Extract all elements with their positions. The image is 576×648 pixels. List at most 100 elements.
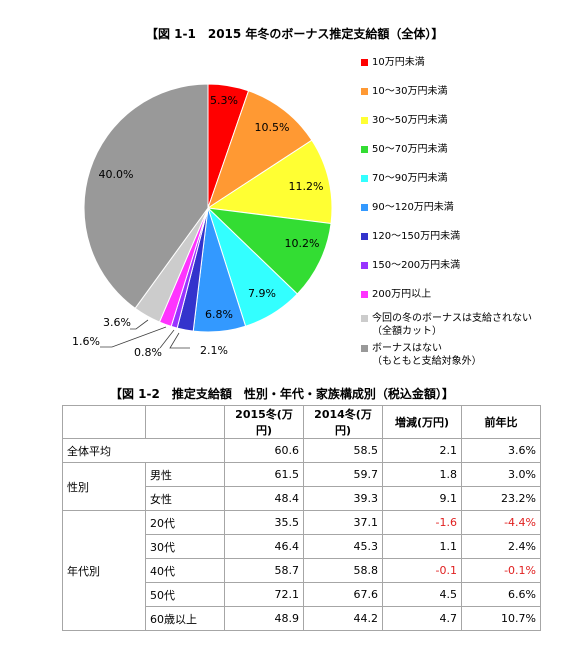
legend-label: 30〜50万円未満: [372, 114, 447, 127]
leader-line: [159, 329, 175, 349]
header-2014: 2014冬(万円): [303, 405, 383, 439]
table-cell: 60.6: [224, 438, 304, 463]
legend-label: 120〜150万円未満: [372, 230, 460, 243]
legend-label-line: 10万円未満: [372, 57, 425, 68]
table-cell: 3.0%: [461, 462, 541, 487]
table-cell: 37.1: [303, 510, 383, 535]
row-group-label: 性別: [62, 462, 146, 511]
table-row: 40代 58.7 58.8 -0.1 -0.1%: [63, 558, 541, 583]
row-sub-label: 30代: [145, 534, 225, 559]
slice-value-label: 40.0%: [99, 168, 134, 181]
table-cell: 58.8: [303, 558, 383, 583]
slice-value-label: 5.3%: [210, 94, 238, 107]
pie-slice: [83, 83, 209, 310]
table-cell: 10.7%: [461, 606, 541, 631]
header-blank: [62, 405, 146, 439]
table-cell: 67.6: [303, 582, 383, 607]
header-yoy: 前年比: [461, 405, 541, 439]
table-cell: 9.1: [382, 486, 462, 511]
pie-slice: [206, 139, 333, 225]
table-cell: 1.1: [382, 534, 462, 559]
table-cell: 48.9: [224, 606, 304, 631]
table-title: 【図 1-2 推定支給額 性別・年代・家族構成別（税込金額）】: [110, 387, 454, 401]
pie-slice: [206, 207, 332, 295]
table-cell: 2.4%: [461, 534, 541, 559]
legend-label-line: 90〜120万円未満: [372, 202, 454, 213]
row-group-label: 年代別: [62, 510, 146, 631]
legend-label: 今回の冬のボーナスは支給されない （全額カット）: [372, 312, 532, 338]
legend-label-line: 今回の冬のボーナスは支給されない: [372, 313, 532, 324]
legend-swatch: [361, 233, 368, 240]
legend-label-line: 150〜200万円未満: [372, 260, 461, 271]
slice-value-label: 11.2%: [289, 180, 324, 193]
table-cell: 48.4: [224, 486, 304, 511]
legend-label-line: 200万円以上: [372, 289, 432, 300]
table-row: 全体平均 60.6 58.5 2.1 3.6%: [62, 438, 541, 463]
slice-value-label: 6.8%: [205, 308, 233, 321]
row-sub-label: 20代: [145, 510, 225, 535]
legend-swatch: [361, 204, 368, 211]
row-sub-label: 女性: [145, 486, 225, 511]
slice-value-label: 7.9%: [248, 287, 276, 300]
legend-label-line: 120〜150万円未満: [372, 231, 461, 242]
legend-label: 90〜120万円未満: [372, 201, 454, 214]
legend-swatch: [361, 315, 368, 322]
legend-label: 10〜30万円未満: [372, 85, 447, 98]
legend-label: 200万円以上: [372, 288, 431, 301]
pie-chart-title: 【図 1-1 2015 年冬のボーナス推定支給額（全体）】: [146, 27, 444, 41]
table-cell: 1.8: [382, 462, 462, 487]
legend-label: 70〜90万円未満: [372, 172, 447, 185]
table-cell: 3.6%: [461, 438, 541, 463]
slice-value-label: 0.8%: [134, 346, 162, 359]
legend-label: 10万円未満: [372, 56, 425, 69]
table-header-row: 2015冬(万円) 2014冬(万円) 増減(万円) 前年比: [62, 405, 541, 439]
leader-line: [130, 319, 149, 330]
legend-swatch: [361, 345, 368, 352]
table-cell: 61.5: [224, 462, 304, 487]
pie-chart: 5.3% 10.5% 11.2% 10.2% 7.9% 6.8% 2.1% 0.8% 1.6%3…: [72, 83, 333, 359]
table-cell: 72.1: [224, 582, 304, 607]
legend-label-line: 50〜70万円未満: [372, 144, 448, 155]
legend-swatch: [361, 262, 368, 269]
legend-label-line: （もともと支給対象外）: [372, 356, 482, 367]
table-cell: 4.7: [382, 606, 462, 631]
table-cell: -4.4%: [461, 510, 541, 535]
slice-value-label: 10.2%: [285, 237, 320, 250]
table-row: 50代 72.1 67.6 4.5 6.6%: [63, 582, 541, 607]
pie-slice: [207, 90, 313, 210]
table-cell: -0.1%: [461, 558, 541, 583]
table-cell: 23.2%: [461, 486, 541, 511]
slice-value-label: 2.1%: [200, 344, 228, 357]
legend-swatch: [361, 117, 368, 124]
legend-label-line: 10〜30万円未満: [372, 86, 448, 97]
header-change: 増減(万円): [382, 405, 462, 439]
row-group-label: 全体平均: [62, 438, 225, 463]
table-cell: 45.3: [303, 534, 383, 559]
leader-line: [100, 326, 167, 348]
row-sub-label: 男性: [145, 462, 225, 487]
legend-swatch: [361, 88, 368, 95]
slice-value-label: 3.6%: [103, 316, 131, 329]
legend-label-line: 70〜90万円未満: [372, 173, 448, 184]
row-sub-label: 50代: [145, 582, 225, 607]
legend-label: ボーナスはない （もともと支給対象外）: [372, 342, 482, 368]
row-sub-label: 60歳以上: [145, 606, 225, 631]
bonus-table: 2015冬(万円) 2014冬(万円) 増減(万円) 前年比 全体平均 60.6 5…: [62, 405, 541, 631]
slice-value-label: 10.5%: [255, 121, 290, 134]
header-2015: 2015冬(万円): [224, 405, 304, 439]
slice-value-label: 1.6%: [72, 335, 100, 348]
table-cell: -1.6: [382, 510, 462, 535]
table-cell: 4.5: [382, 582, 462, 607]
legend-label-line: 30〜50万円未満: [372, 115, 448, 126]
legend-swatch: [361, 175, 368, 182]
leader-line: [169, 332, 190, 349]
table-row: 60歳以上 48.9 44.2 4.7 10.7%: [63, 606, 541, 631]
legend-label-line: ボーナスはない: [372, 343, 442, 354]
legend-label-line: （全額カット）: [372, 326, 442, 337]
table-cell: -0.1: [382, 558, 462, 583]
legend-swatch: [361, 291, 368, 298]
table-cell: 58.7: [224, 558, 304, 583]
table-cell: 46.4: [224, 534, 304, 559]
row-sub-label: 40代: [145, 558, 225, 583]
legend-label: 150〜200万円未満: [372, 259, 460, 272]
